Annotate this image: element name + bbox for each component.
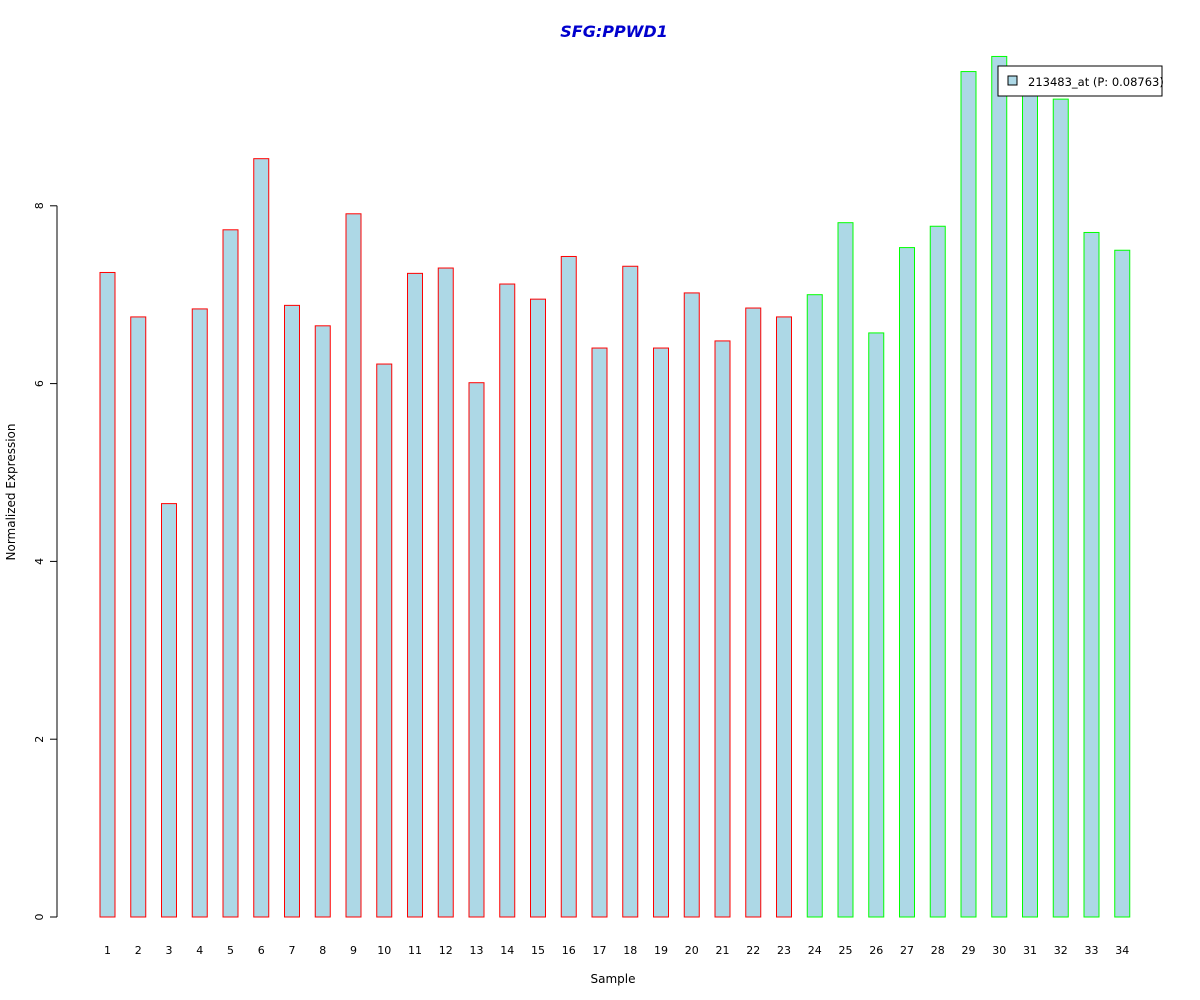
bar-sample-18 bbox=[622, 265, 639, 918]
bar-sample-23 bbox=[776, 316, 792, 918]
bar-sample-29 bbox=[960, 71, 977, 918]
x-tick-label: 29 bbox=[962, 944, 976, 957]
x-tick-label: 7 bbox=[289, 944, 296, 957]
bar-sample-15 bbox=[530, 298, 546, 918]
bar-sample-13 bbox=[468, 382, 485, 918]
x-tick-label: 25 bbox=[839, 944, 853, 957]
x-tick-label: 2 bbox=[135, 944, 142, 957]
bar-sample-11 bbox=[407, 272, 423, 918]
bar-sample-17 bbox=[591, 347, 608, 918]
bar-sample-22 bbox=[745, 307, 762, 918]
bar-sample-30 bbox=[991, 55, 1008, 918]
bar-sample-8 bbox=[314, 325, 331, 918]
y-axis: 0 2 4 6 8 bbox=[33, 202, 58, 921]
x-tick-label: 32 bbox=[1054, 944, 1068, 957]
x-tick-label: 30 bbox=[992, 944, 1006, 957]
x-tick-label: 19 bbox=[654, 944, 668, 957]
x-tick-label: 16 bbox=[562, 944, 576, 957]
x-tick-label: 8 bbox=[319, 944, 326, 957]
x-tick-label: 24 bbox=[808, 944, 822, 957]
x-tick-label: 34 bbox=[1115, 944, 1129, 957]
x-tick-label: 33 bbox=[1085, 944, 1099, 957]
legend: 213483_at (P: 0.08763) bbox=[997, 65, 1164, 97]
bar-sample-19 bbox=[653, 347, 669, 918]
bar-sample-25 bbox=[837, 222, 854, 918]
bar-sample-31 bbox=[1022, 85, 1038, 918]
x-tick-label: 26 bbox=[869, 944, 883, 957]
bar-sample-32 bbox=[1052, 98, 1069, 918]
legend-box bbox=[997, 65, 1163, 97]
bar-sample-21 bbox=[714, 340, 731, 918]
bar-sample-4 bbox=[191, 308, 208, 918]
y-tick-label: 0 bbox=[33, 914, 46, 921]
bar-sample-1 bbox=[99, 271, 116, 918]
bar-sample-12 bbox=[437, 267, 454, 918]
bar-sample-34 bbox=[1114, 249, 1131, 918]
x-tick-label: 27 bbox=[900, 944, 914, 957]
bar-sample-3 bbox=[161, 503, 177, 918]
y-tick-label: 6 bbox=[33, 380, 46, 387]
x-tick-label: 15 bbox=[531, 944, 545, 957]
bar-sample-27 bbox=[899, 247, 915, 918]
x-tick-label: 31 bbox=[1023, 944, 1037, 957]
bar-sample-14 bbox=[499, 283, 516, 918]
x-axis-label: Sample bbox=[591, 972, 636, 986]
x-tick-label: 10 bbox=[377, 944, 391, 957]
y-axis-label: Normalized Expression bbox=[4, 423, 18, 560]
bar-sample-33 bbox=[1083, 231, 1100, 918]
bar-sample-7 bbox=[284, 304, 300, 918]
x-tick-label: 18 bbox=[623, 944, 637, 957]
legend-swatch bbox=[1007, 75, 1018, 86]
x-tick-label: 6 bbox=[258, 944, 265, 957]
x-tick-label: 1 bbox=[104, 944, 111, 957]
x-tick-label: 21 bbox=[716, 944, 730, 957]
bar-sample-20 bbox=[683, 292, 700, 918]
x-tick-label: 13 bbox=[470, 944, 484, 957]
bar-sample-5 bbox=[222, 229, 239, 918]
bar-sample-16 bbox=[560, 255, 577, 918]
bar-sample-26 bbox=[868, 332, 885, 918]
y-tick-label: 8 bbox=[33, 202, 46, 209]
x-tick-label: 14 bbox=[500, 944, 514, 957]
bars bbox=[99, 55, 1131, 918]
y-tick-label: 4 bbox=[33, 558, 46, 565]
bar-sample-6 bbox=[253, 158, 270, 918]
x-tick-label: 9 bbox=[350, 944, 357, 957]
bar-sample-28 bbox=[929, 225, 946, 918]
bar-sample-2 bbox=[130, 316, 147, 918]
x-axis-tick-labels: 1 2 3 4 5 6 7 8 9 10 11 12 13 14 15 16 17 18 19 20 21 22 23 24 2… bbox=[104, 944, 1129, 957]
bar-sample-24 bbox=[806, 294, 823, 918]
y-tick-label: 2 bbox=[33, 736, 46, 743]
x-tick-label: 3 bbox=[166, 944, 173, 957]
x-tick-label: 12 bbox=[439, 944, 453, 957]
chart-title: SFG:PPWD1 bbox=[560, 22, 668, 41]
x-tick-label: 11 bbox=[408, 944, 422, 957]
x-tick-label: 23 bbox=[777, 944, 791, 957]
bar-sample-9 bbox=[345, 213, 362, 918]
x-tick-label: 17 bbox=[593, 944, 607, 957]
x-tick-label: 20 bbox=[685, 944, 699, 957]
bar-sample-10 bbox=[376, 363, 393, 918]
x-tick-label: 5 bbox=[227, 944, 234, 957]
x-tick-label: 22 bbox=[746, 944, 760, 957]
legend-entry-label: 213483_at (P: 0.08763) bbox=[1028, 75, 1164, 89]
x-tick-label: 4 bbox=[196, 944, 203, 957]
x-tick-label: 28 bbox=[931, 944, 945, 957]
